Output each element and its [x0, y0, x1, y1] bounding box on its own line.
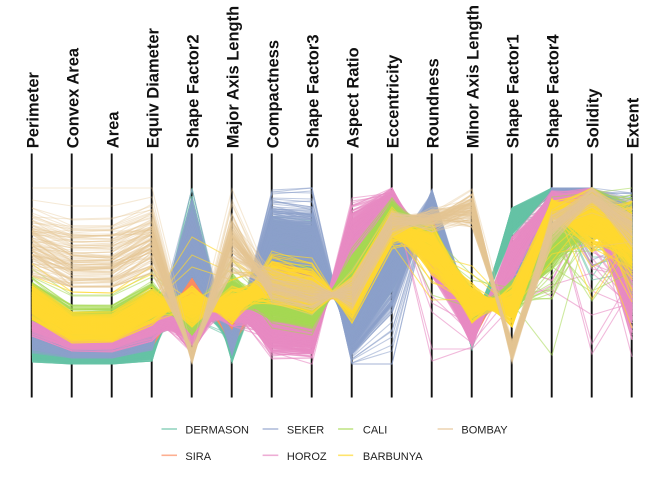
svg-text:Convex Area: Convex Area [65, 47, 83, 148]
svg-text:SEKER: SEKER [287, 425, 324, 437]
svg-text:Extent: Extent [625, 97, 643, 148]
svg-text:Shape Factor1: Shape Factor1 [505, 34, 523, 148]
svg-text:Shape Factor4: Shape Factor4 [545, 34, 563, 149]
svg-text:CALI: CALI [363, 425, 387, 437]
svg-text:BARBUNYA: BARBUNYA [363, 451, 423, 463]
svg-text:Perimeter: Perimeter [25, 71, 43, 148]
svg-text:Roundness: Roundness [425, 58, 443, 148]
svg-text:Major Axis Length: Major Axis Length [225, 6, 243, 148]
svg-text:Solidity: Solidity [585, 88, 603, 148]
svg-text:BOMBAY: BOMBAY [461, 425, 508, 437]
svg-text:Area: Area [105, 111, 123, 149]
svg-text:Compactness: Compactness [265, 40, 283, 148]
svg-text:SIRA: SIRA [185, 451, 211, 463]
svg-text:Aspect Ratio: Aspect Ratio [345, 47, 363, 148]
svg-text:Equiv Diameter: Equiv Diameter [145, 27, 163, 148]
svg-text:Eccentricity: Eccentricity [385, 54, 403, 148]
svg-text:HOROZ: HOROZ [287, 451, 327, 463]
svg-text:Minor Axis Length: Minor Axis Length [465, 5, 483, 148]
svg-text:Shape Factor3: Shape Factor3 [305, 34, 323, 148]
svg-text:DERMASON: DERMASON [185, 425, 249, 437]
svg-text:Shape Factor2: Shape Factor2 [185, 34, 203, 148]
